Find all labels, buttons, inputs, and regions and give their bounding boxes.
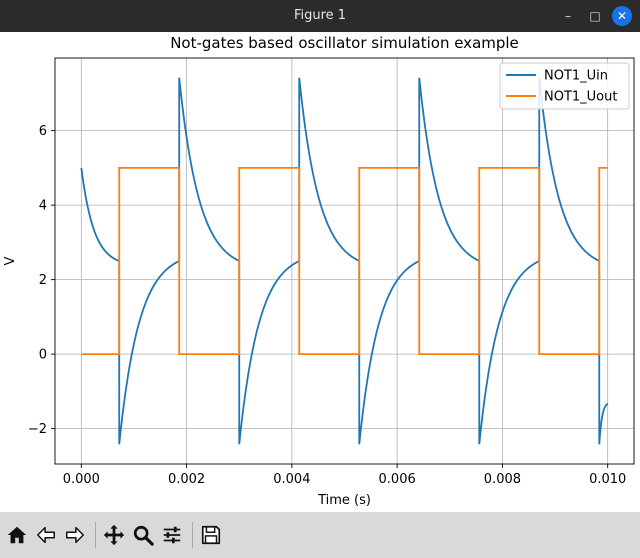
configure-subplots-icon [163, 526, 181, 544]
legend-label-not1-uin: NOT1_Uin [544, 69, 608, 84]
zoom-magnifier-icon [133, 525, 154, 546]
y-tick-label: 2 [39, 273, 47, 288]
axes-frame [54, 57, 635, 465]
series-line-not1-uout [81, 166, 608, 356]
y-tick-label: −2 [28, 422, 47, 437]
x-tick-label: 0.010 [589, 472, 626, 487]
x-tick-label: 0.000 [63, 472, 100, 487]
legend-label-not1-uout: NOT1_Uout [544, 90, 617, 105]
save-button[interactable] [199, 523, 223, 547]
x-tick-label: 0.008 [484, 472, 521, 487]
window-title: Figure 1 [293, 8, 347, 23]
figure-canvas[interactable]: 0.000 0.002 0.004 0.006 0.008 0.010 −2 0 2 4 6 Not… [0, 32, 640, 512]
zoom-button[interactable] [131, 523, 155, 547]
forward-arrow-icon [66, 526, 84, 544]
navigation-toolbar [0, 512, 640, 558]
window-titlebar: Figure 1 – □ ✕ [0, 0, 640, 32]
axis-ticks: 0.000 0.002 0.004 0.006 0.008 0.010 −2 0 2 4 6 [28, 124, 626, 487]
home-button[interactable] [5, 523, 29, 547]
x-axis-label: Time (s) [317, 493, 371, 508]
chart: 0.000 0.002 0.004 0.006 0.008 0.010 −2 0 2 4 6 Not… [3, 34, 635, 508]
series-layer [80, 77, 609, 445]
configure-subplots-button[interactable] [160, 523, 184, 547]
x-tick-label: 0.002 [168, 472, 205, 487]
back-button[interactable] [34, 523, 58, 547]
axes-background [55, 58, 634, 464]
x-tick-label: 0.004 [273, 472, 310, 487]
maximize-button[interactable]: □ [589, 9, 601, 23]
y-tick-label: 6 [39, 124, 47, 139]
toolbar-separator [95, 522, 96, 548]
pan-button[interactable] [102, 523, 126, 547]
grid-lines [55, 58, 634, 464]
toolbar-separator [192, 522, 193, 548]
save-floppy-icon [201, 525, 221, 545]
minimize-button[interactable]: – [565, 9, 571, 23]
forward-button[interactable] [63, 523, 87, 547]
close-button[interactable]: ✕ [612, 6, 632, 26]
pan-move-icon [103, 524, 125, 546]
chart-title: Not-gates based oscillator simulation ex… [170, 34, 519, 52]
x-tick-label: 0.006 [379, 472, 416, 487]
legend: NOT1_Uin NOT1_Uout [499, 62, 630, 110]
y-tick-label: 0 [39, 348, 47, 363]
y-axis-label: V [3, 256, 18, 265]
home-icon [7, 526, 27, 544]
back-arrow-icon [37, 526, 55, 544]
y-tick-label: 4 [39, 199, 47, 214]
